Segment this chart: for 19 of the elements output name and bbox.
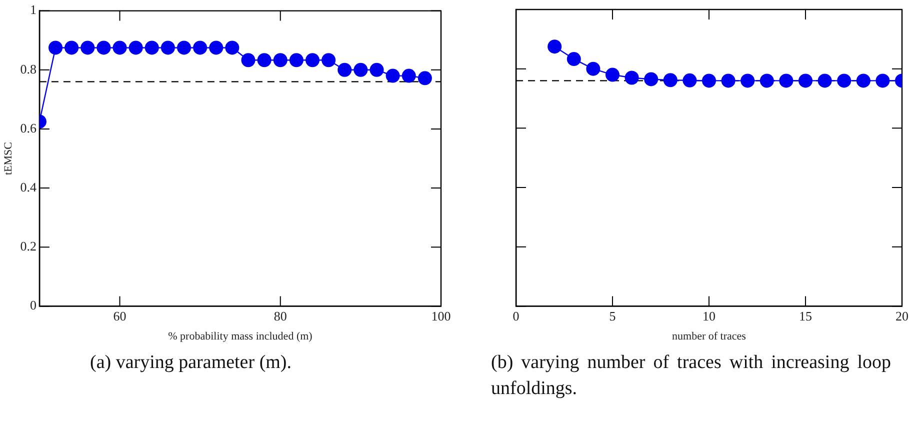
y-tick-label: 0.8 — [20, 61, 36, 76]
x-tick-label: 80 — [274, 308, 287, 324]
x-tick-label: 10 — [702, 308, 716, 324]
x-tick-label: 15 — [799, 308, 812, 324]
x-tick-label: 100 — [431, 308, 451, 324]
x-tick-label: 20 — [896, 308, 908, 324]
y-tick-label: 0.6 — [20, 120, 37, 136]
x-tick-label: 0 — [512, 308, 520, 324]
x-axis-title: number of traces — [672, 330, 746, 342]
x-tick-label: 60 — [113, 308, 126, 324]
y-tick-label: 0.4 — [20, 179, 37, 194]
y-axis-title: tEMSC — [2, 142, 14, 176]
text: (b) varying number of traces with increasing loop unfoldings. — [491, 351, 891, 401]
x-axis-title: % probability mass included (m) — [168, 330, 313, 342]
y-tick-label: 1 — [30, 2, 36, 18]
text: (a) varying parameter (m). — [90, 351, 293, 375]
x-tick-label: 5 — [609, 308, 616, 324]
y-tick-label: 0 — [30, 298, 36, 313]
y-tick-label: 0.2 — [20, 238, 36, 254]
